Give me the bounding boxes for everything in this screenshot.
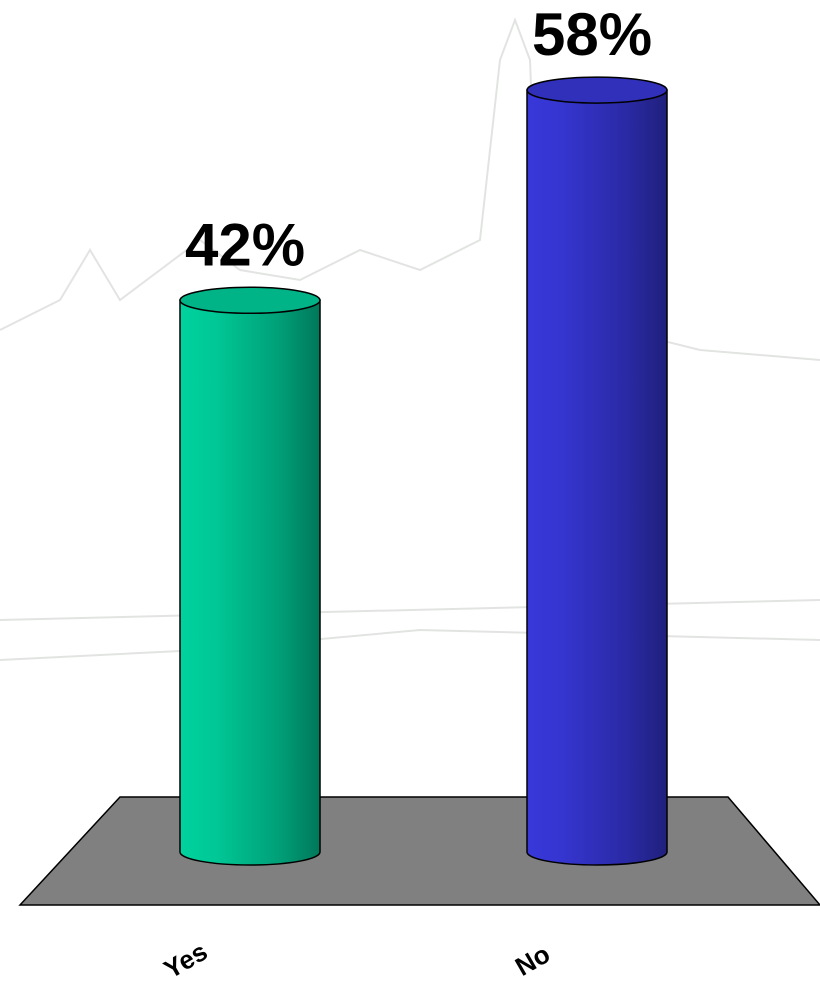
background-sketch xyxy=(0,17,820,661)
value-label: 58% xyxy=(532,1,652,68)
x-tick-label: No xyxy=(510,939,555,982)
bar-top xyxy=(526,76,668,104)
bar xyxy=(179,299,321,866)
bar xyxy=(526,89,668,866)
floor xyxy=(18,796,820,906)
bar-top xyxy=(179,286,321,315)
value-label: 42% xyxy=(185,211,305,278)
x-tick-label: Yes xyxy=(159,936,213,984)
